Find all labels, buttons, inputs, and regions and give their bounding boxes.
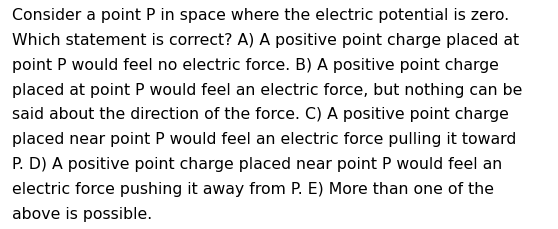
Text: placed near point P would feel an electric force pulling it toward: placed near point P would feel an electr… [12, 132, 517, 147]
Text: above is possible.: above is possible. [12, 206, 152, 221]
Text: electric force pushing it away from P. E) More than one of the: electric force pushing it away from P. E… [12, 181, 494, 196]
Text: said about the direction of the force. C) A positive point charge: said about the direction of the force. C… [12, 107, 509, 122]
Text: Consider a point P in space where the electric potential is zero.: Consider a point P in space where the el… [12, 8, 509, 23]
Text: Which statement is correct? A) A positive point charge placed at: Which statement is correct? A) A positiv… [12, 33, 519, 48]
Text: P. D) A positive point charge placed near point P would feel an: P. D) A positive point charge placed nea… [12, 156, 503, 171]
Text: placed at point P would feel an electric force, but nothing can be: placed at point P would feel an electric… [12, 82, 523, 97]
Text: point P would feel no electric force. B) A positive point charge: point P would feel no electric force. B)… [12, 57, 499, 72]
